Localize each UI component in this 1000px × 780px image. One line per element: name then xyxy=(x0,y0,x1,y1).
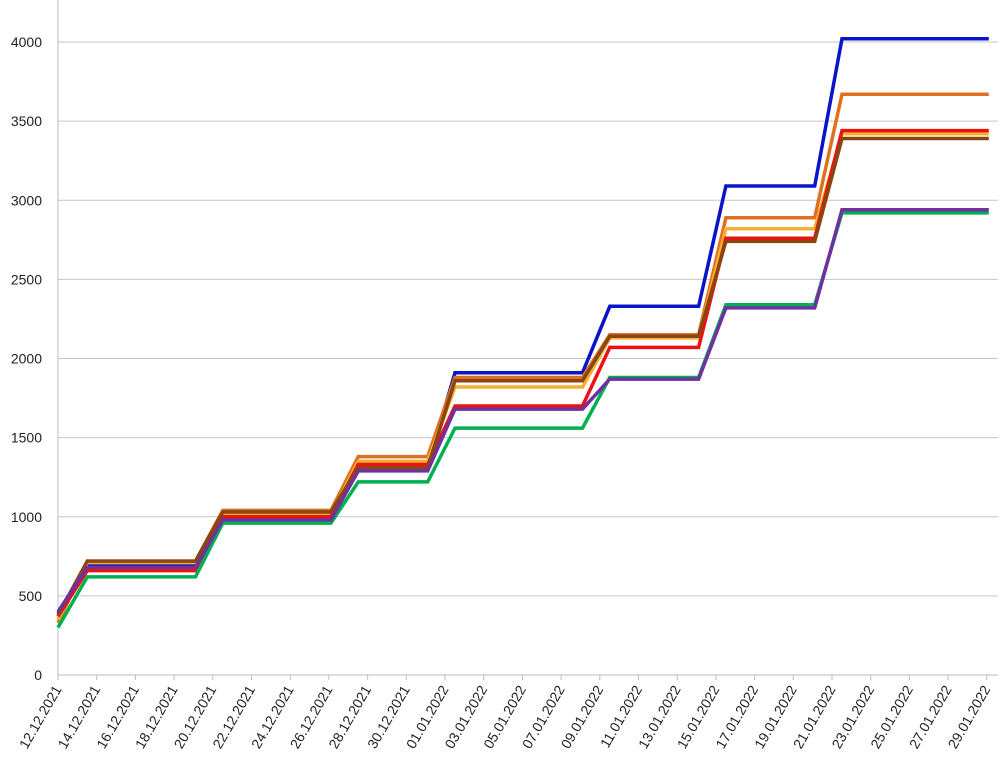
series-line-7 xyxy=(56,207,989,613)
series-line-1 xyxy=(56,37,989,615)
y-tick-label: 1500 xyxy=(11,430,42,446)
series-line-5 xyxy=(56,136,989,616)
y-tick-label: 4000 xyxy=(11,34,42,50)
y-tick-label: 500 xyxy=(19,588,43,604)
y-tick-label: 0 xyxy=(34,667,42,683)
series-line-6 xyxy=(56,211,989,629)
y-tick-label: 2000 xyxy=(11,351,42,367)
y-tick-label: 3000 xyxy=(11,192,42,208)
y-tick-label: 1000 xyxy=(11,509,42,525)
y-tick-label: 3500 xyxy=(11,113,42,129)
y-tick-label: 2500 xyxy=(11,271,42,287)
